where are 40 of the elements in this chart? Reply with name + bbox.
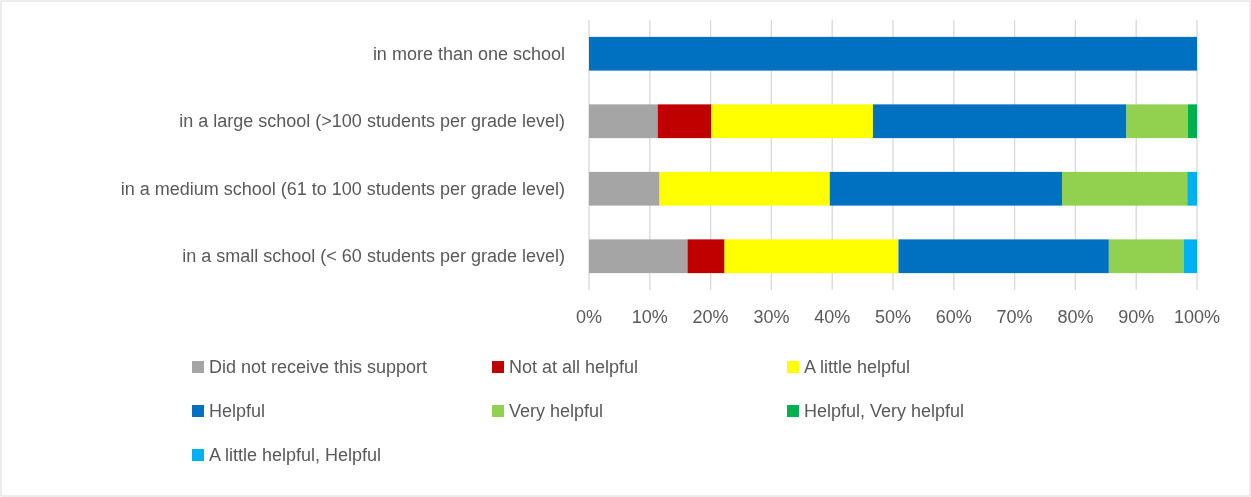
bar xyxy=(1187,104,1197,139)
bar xyxy=(589,171,660,206)
x-tick-label: 40% xyxy=(814,307,851,327)
bar xyxy=(589,36,1197,71)
bar xyxy=(711,104,873,139)
y-tick-label: in a small school (< 60 students per grade level) xyxy=(182,246,565,267)
x-tick-label: 80% xyxy=(1057,307,1094,327)
legend-label: Not at all helpful xyxy=(509,357,639,377)
bar xyxy=(1062,171,1188,206)
bar xyxy=(657,104,712,139)
bar xyxy=(687,239,725,274)
legend-label: Very helpful xyxy=(509,401,604,421)
bar xyxy=(1108,239,1184,274)
y-tick-label: in a medium school (61 to 100 students per grade level) xyxy=(120,178,565,199)
bar xyxy=(1187,171,1197,206)
x-tick-label: 0% xyxy=(575,307,603,327)
bar xyxy=(829,171,1063,206)
legend-label: A little helpful xyxy=(804,357,911,377)
x-tick-label: 70% xyxy=(996,307,1033,327)
x-tick-label: 20% xyxy=(692,307,729,327)
bar xyxy=(659,171,830,206)
x-tick-label: 10% xyxy=(631,307,668,327)
legend-label: Helpful, Very helpful xyxy=(804,401,965,421)
y-tick-label: in more than one school xyxy=(372,43,565,64)
bar xyxy=(589,239,688,274)
x-tick-label: 90% xyxy=(1118,307,1155,327)
legend-label: Helpful xyxy=(209,401,266,421)
x-tick-label: 50% xyxy=(874,307,912,327)
x-tick-label: 60% xyxy=(935,307,972,327)
bar xyxy=(1126,104,1188,139)
bar xyxy=(724,239,899,274)
bar xyxy=(898,239,1109,274)
x-tick-label: 100% xyxy=(1173,307,1221,327)
bar xyxy=(589,104,658,139)
legend-label: A little helpful, Helpful xyxy=(209,445,382,465)
y-tick-label: in a large school (>100 students per grade level) xyxy=(179,111,565,132)
legend-label: Did not receive this support xyxy=(209,357,428,377)
x-tick-label: 30% xyxy=(753,307,790,327)
bar xyxy=(1183,239,1197,274)
bar xyxy=(872,104,1127,139)
